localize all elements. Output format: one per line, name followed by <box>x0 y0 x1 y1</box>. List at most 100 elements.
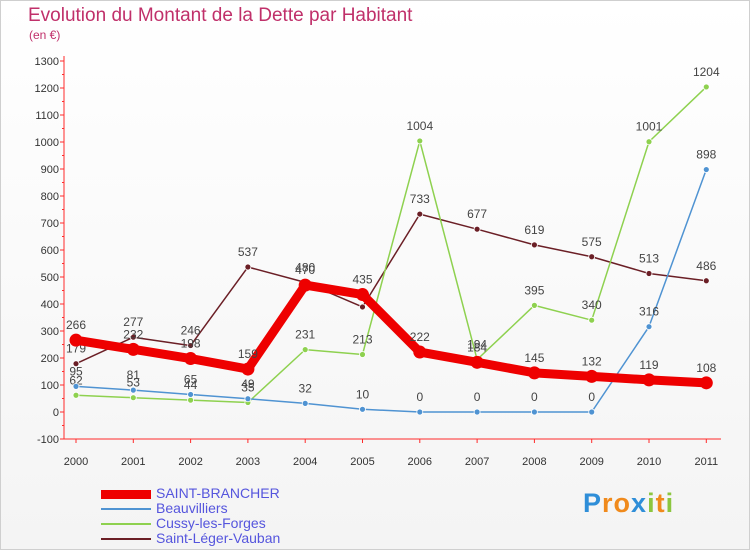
data-label: 53 <box>127 376 141 390</box>
proxiti-logo: Proxiti <box>583 488 674 519</box>
y-tick-label: 1100 <box>35 110 59 122</box>
y-tick-label: 400 <box>41 299 59 311</box>
legend-swatch <box>101 508 151 510</box>
logo-letter: i <box>647 488 656 518</box>
data-point <box>588 253 596 261</box>
data-point <box>241 362 255 376</box>
data-point <box>126 342 140 356</box>
data-point <box>585 369 599 383</box>
data-label: 44 <box>184 378 198 392</box>
y-tick-label: 1300 <box>35 56 59 68</box>
data-label: 81 <box>127 368 141 382</box>
data-point <box>356 288 369 302</box>
data-point <box>187 342 195 349</box>
data-label: 198 <box>181 337 201 351</box>
data-label: 898 <box>696 148 716 162</box>
data-label: 480 <box>295 260 315 274</box>
data-label: 194 <box>467 338 487 352</box>
data-label: 266 <box>66 318 86 332</box>
data-point <box>129 333 137 341</box>
x-tick-label: 2004 <box>293 456 317 468</box>
data-label: 1001 <box>636 120 663 134</box>
series-line <box>75 86 708 404</box>
data-label: 0 <box>588 390 595 404</box>
data-point <box>129 386 137 394</box>
data-point <box>416 210 424 218</box>
data-point <box>301 399 309 407</box>
data-point <box>72 360 80 368</box>
data-label: 277 <box>123 315 143 329</box>
data-point <box>413 345 427 359</box>
y-tick-label: 200 <box>41 353 59 365</box>
logo-letter: t <box>655 488 666 518</box>
legend-swatch <box>101 538 151 540</box>
data-label: 395 <box>524 283 544 297</box>
legend-label: Beauvilliers <box>156 500 228 516</box>
data-point <box>298 278 312 292</box>
y-tick-label: 700 <box>41 218 59 230</box>
data-label: 95 <box>69 364 83 378</box>
y-tick-label: 600 <box>41 245 59 257</box>
y-tick-label: 1200 <box>35 83 59 95</box>
data-point <box>72 391 80 399</box>
legend-label: Saint-Léger-Vauban <box>156 530 281 546</box>
y-tick-label: 0 <box>53 407 59 419</box>
data-label: 677 <box>467 207 487 221</box>
y-tick-label: 800 <box>41 191 59 203</box>
data-label: 213 <box>352 332 372 346</box>
data-label: 108 <box>696 361 716 375</box>
legend-label: Cussy-les-Forges <box>156 515 266 531</box>
y-tick-label: -100 <box>37 434 59 446</box>
data-point <box>473 225 481 233</box>
data-label: 0 <box>416 390 423 404</box>
x-tick-label: 2008 <box>522 456 546 468</box>
data-label: 62 <box>69 373 83 387</box>
data-point <box>531 241 538 249</box>
series-line <box>71 280 711 388</box>
data-point <box>702 166 710 173</box>
x-tick-label: 2006 <box>408 456 432 468</box>
data-point <box>72 382 80 390</box>
data-label: 35 <box>241 381 255 395</box>
x-tick-label: 2003 <box>236 456 260 468</box>
y-tick-label: 500 <box>41 272 59 284</box>
data-point <box>244 395 252 403</box>
data-point <box>187 391 195 398</box>
data-point <box>301 346 309 354</box>
data-label: 10 <box>356 387 370 401</box>
data-label: 32 <box>299 381 313 395</box>
logo-letter: P <box>583 488 603 518</box>
data-point <box>531 408 538 416</box>
x-tick-label: 2009 <box>579 456 603 468</box>
data-point <box>359 351 366 358</box>
chart-subtitle: (en €) <box>29 28 61 42</box>
x-tick-label: 2007 <box>465 456 489 468</box>
logo-letter: o <box>613 488 632 518</box>
data-point <box>702 277 710 285</box>
y-tick-label: 100 <box>41 380 59 392</box>
data-point <box>244 263 252 271</box>
data-point <box>416 408 424 416</box>
logo-letter: r <box>602 488 614 518</box>
data-point <box>642 373 656 387</box>
series-line <box>75 213 708 365</box>
data-point <box>702 83 710 91</box>
data-label: 0 <box>474 390 481 404</box>
data-point <box>359 405 366 413</box>
data-label: 575 <box>582 235 602 249</box>
logo-letter: i <box>665 488 675 518</box>
legend-label: SAINT-BRANCHER <box>156 485 280 501</box>
chart-title: Evolution du Montant de la Dette par Hab… <box>28 5 413 26</box>
data-point <box>473 408 481 416</box>
x-tick-label: 2001 <box>121 456 145 468</box>
x-tick-label: 2005 <box>350 456 374 468</box>
x-tick-label: 2010 <box>637 456 661 468</box>
data-point <box>645 323 653 331</box>
x-tick-label: 2002 <box>178 456 202 468</box>
data-label: 231 <box>295 328 315 342</box>
data-point <box>588 316 596 324</box>
data-point <box>187 396 195 404</box>
data-label: 184 <box>467 340 487 354</box>
data-label: 1004 <box>406 119 433 133</box>
logo-letter: x <box>631 488 648 518</box>
